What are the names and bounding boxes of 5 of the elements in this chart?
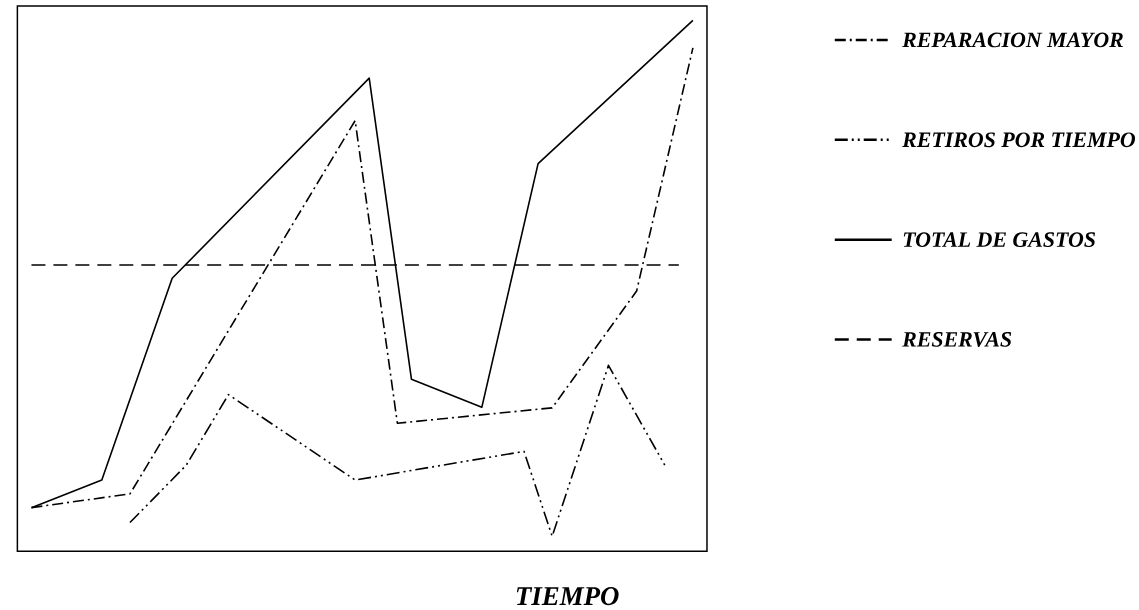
legend-label: REPARACION MAYOR — [902, 32, 1123, 48]
legend-label: RETIROS POR TIEMPO — [902, 132, 1136, 148]
legend-label: RESERVAS — [902, 332, 1012, 347]
legend-label: TOTAL DE GASTOS — [903, 232, 1096, 247]
x-axis-title: TIEMPO — [516, 587, 619, 606]
